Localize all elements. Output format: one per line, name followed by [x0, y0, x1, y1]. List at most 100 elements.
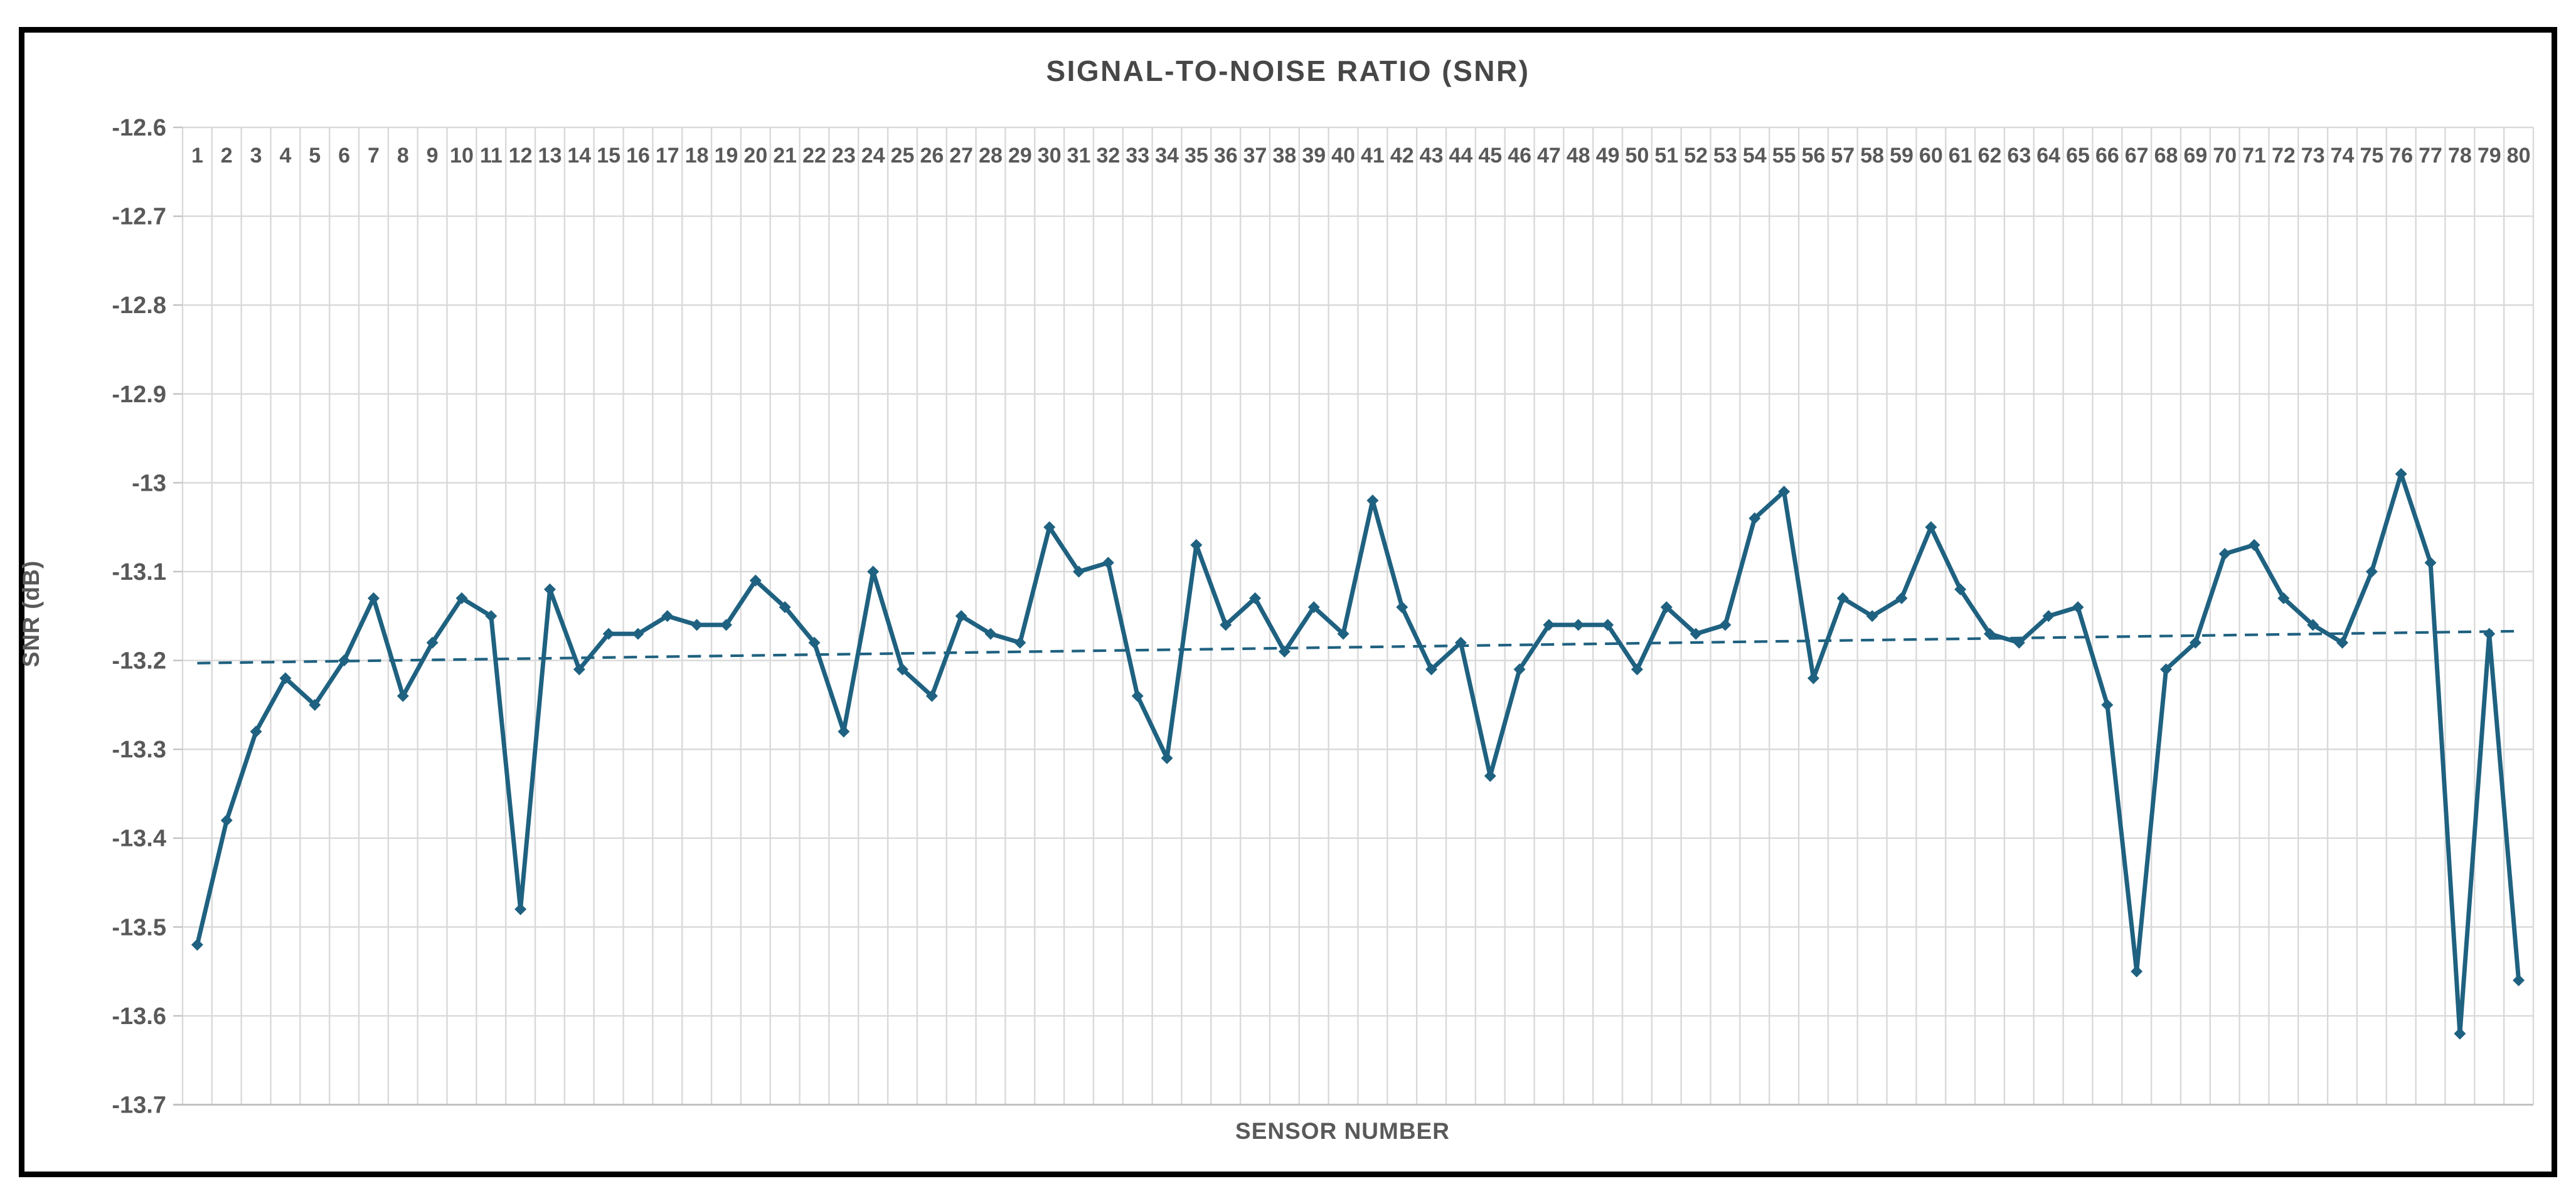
data-point-marker: [1454, 636, 1467, 649]
svg-text:6: 6: [338, 144, 350, 168]
svg-text:32: 32: [1096, 144, 1120, 168]
data-point-marker: [1278, 645, 1291, 658]
svg-text:28: 28: [979, 144, 1003, 168]
svg-text:37: 37: [1243, 144, 1267, 168]
svg-text:27: 27: [949, 144, 973, 168]
data-point-marker: [691, 619, 703, 631]
svg-text:-13: -13: [132, 470, 166, 496]
data-point-marker: [397, 690, 409, 702]
svg-text:47: 47: [1537, 144, 1561, 168]
svg-text:53: 53: [1713, 144, 1737, 168]
x-axis-title: SENSOR NUMBER: [1235, 1118, 1450, 1144]
svg-text:68: 68: [2154, 144, 2178, 168]
data-point-marker: [573, 663, 585, 676]
svg-text:74: 74: [2331, 144, 2355, 168]
data-point-marker: [1131, 690, 1144, 702]
svg-text:42: 42: [1390, 144, 1414, 168]
snr-series-markers: [191, 467, 2525, 1040]
svg-text:25: 25: [891, 144, 915, 168]
data-point-marker: [485, 610, 498, 622]
data-point-marker: [1337, 627, 1349, 640]
data-point-marker: [1866, 610, 1878, 622]
data-point-marker: [1660, 601, 1673, 614]
svg-text:69: 69: [2183, 144, 2207, 168]
data-point-marker: [2072, 601, 2084, 614]
svg-text:57: 57: [1831, 144, 1855, 168]
data-point-marker: [749, 574, 762, 587]
data-point-marker: [808, 636, 821, 649]
data-point-marker: [220, 814, 233, 826]
svg-text:30: 30: [1038, 144, 1062, 168]
svg-text:70: 70: [2213, 144, 2237, 168]
data-point-marker: [1043, 521, 1056, 533]
data-point-marker: [1572, 619, 1585, 631]
data-point-marker: [338, 654, 351, 667]
svg-text:49: 49: [1596, 144, 1620, 168]
svg-text:1: 1: [191, 144, 203, 168]
data-point-marker: [2218, 548, 2231, 560]
data-point-marker: [1748, 512, 1761, 525]
svg-text:2: 2: [221, 144, 233, 168]
data-point-marker: [1073, 565, 1085, 578]
data-point-marker: [1484, 770, 1496, 782]
svg-text:17: 17: [656, 144, 679, 168]
data-point-marker: [1014, 636, 1026, 649]
svg-text:31: 31: [1067, 144, 1091, 168]
svg-text:16: 16: [626, 144, 650, 168]
y-tick-labels: -12.6 -12.7 -12.8 -12.9 -13 -13.1 -13.2 -13.3 -1…: [112, 115, 166, 1119]
svg-text:-13.3: -13.3: [112, 737, 166, 763]
data-point-marker: [426, 636, 439, 649]
svg-text:8: 8: [397, 144, 409, 168]
data-point-marker: [1220, 619, 1232, 631]
svg-text:45: 45: [1478, 144, 1502, 168]
svg-text:39: 39: [1302, 144, 1326, 168]
svg-text:79: 79: [2478, 144, 2501, 168]
svg-text:76: 76: [2389, 144, 2413, 168]
vertical-gridlines: [181, 127, 2535, 1105]
data-point-marker: [867, 565, 880, 578]
svg-text:60: 60: [1919, 144, 1943, 168]
y-axis-ticks: [173, 126, 183, 1106]
svg-text:55: 55: [1772, 144, 1796, 168]
svg-text:46: 46: [1508, 144, 1531, 168]
data-point-marker: [838, 725, 850, 738]
svg-text:19: 19: [715, 144, 738, 168]
data-point-marker: [1396, 601, 1408, 614]
svg-text:10: 10: [450, 144, 474, 168]
data-point-marker: [1954, 583, 1967, 595]
svg-text:59: 59: [1890, 144, 1913, 168]
data-point-marker: [925, 690, 938, 702]
svg-text:80: 80: [2507, 144, 2531, 168]
svg-text:71: 71: [2242, 144, 2266, 168]
data-point-marker: [1307, 601, 1320, 614]
data-point-marker: [1836, 592, 1849, 604]
svg-text:54: 54: [1743, 144, 1767, 168]
data-point-marker: [661, 610, 674, 622]
trendline: [197, 629, 2519, 665]
x-tick-labels: 1 2 3 4 5 6 7 8 9 10 11 12 13 14 15 16 17 18 19 20 21 22 23 24 2…: [191, 144, 2531, 168]
data-point-marker: [720, 619, 732, 631]
svg-text:21: 21: [773, 144, 797, 168]
svg-text:20: 20: [743, 144, 767, 168]
svg-text:3: 3: [250, 144, 262, 168]
svg-text:41: 41: [1361, 144, 1385, 168]
svg-text:24: 24: [861, 144, 885, 168]
data-point-marker: [2160, 663, 2173, 676]
svg-text:-12.6: -12.6: [112, 115, 166, 141]
svg-text:61: 61: [1949, 144, 1972, 168]
svg-text:-13.5: -13.5: [112, 914, 166, 941]
svg-text:64: 64: [2036, 144, 2060, 168]
svg-text:50: 50: [1626, 144, 1649, 168]
svg-text:13: 13: [538, 144, 562, 168]
svg-text:18: 18: [685, 144, 709, 168]
data-point-marker: [367, 592, 380, 604]
data-point-marker: [1631, 663, 1643, 676]
svg-text:34: 34: [1155, 144, 1179, 168]
data-point-marker: [2365, 565, 2378, 578]
data-point-marker: [1778, 486, 1791, 498]
svg-text:29: 29: [1008, 144, 1032, 168]
chart-title: SIGNAL-TO-NOISE RATIO (SNR): [1046, 55, 1530, 87]
svg-text:56: 56: [1802, 144, 1826, 168]
